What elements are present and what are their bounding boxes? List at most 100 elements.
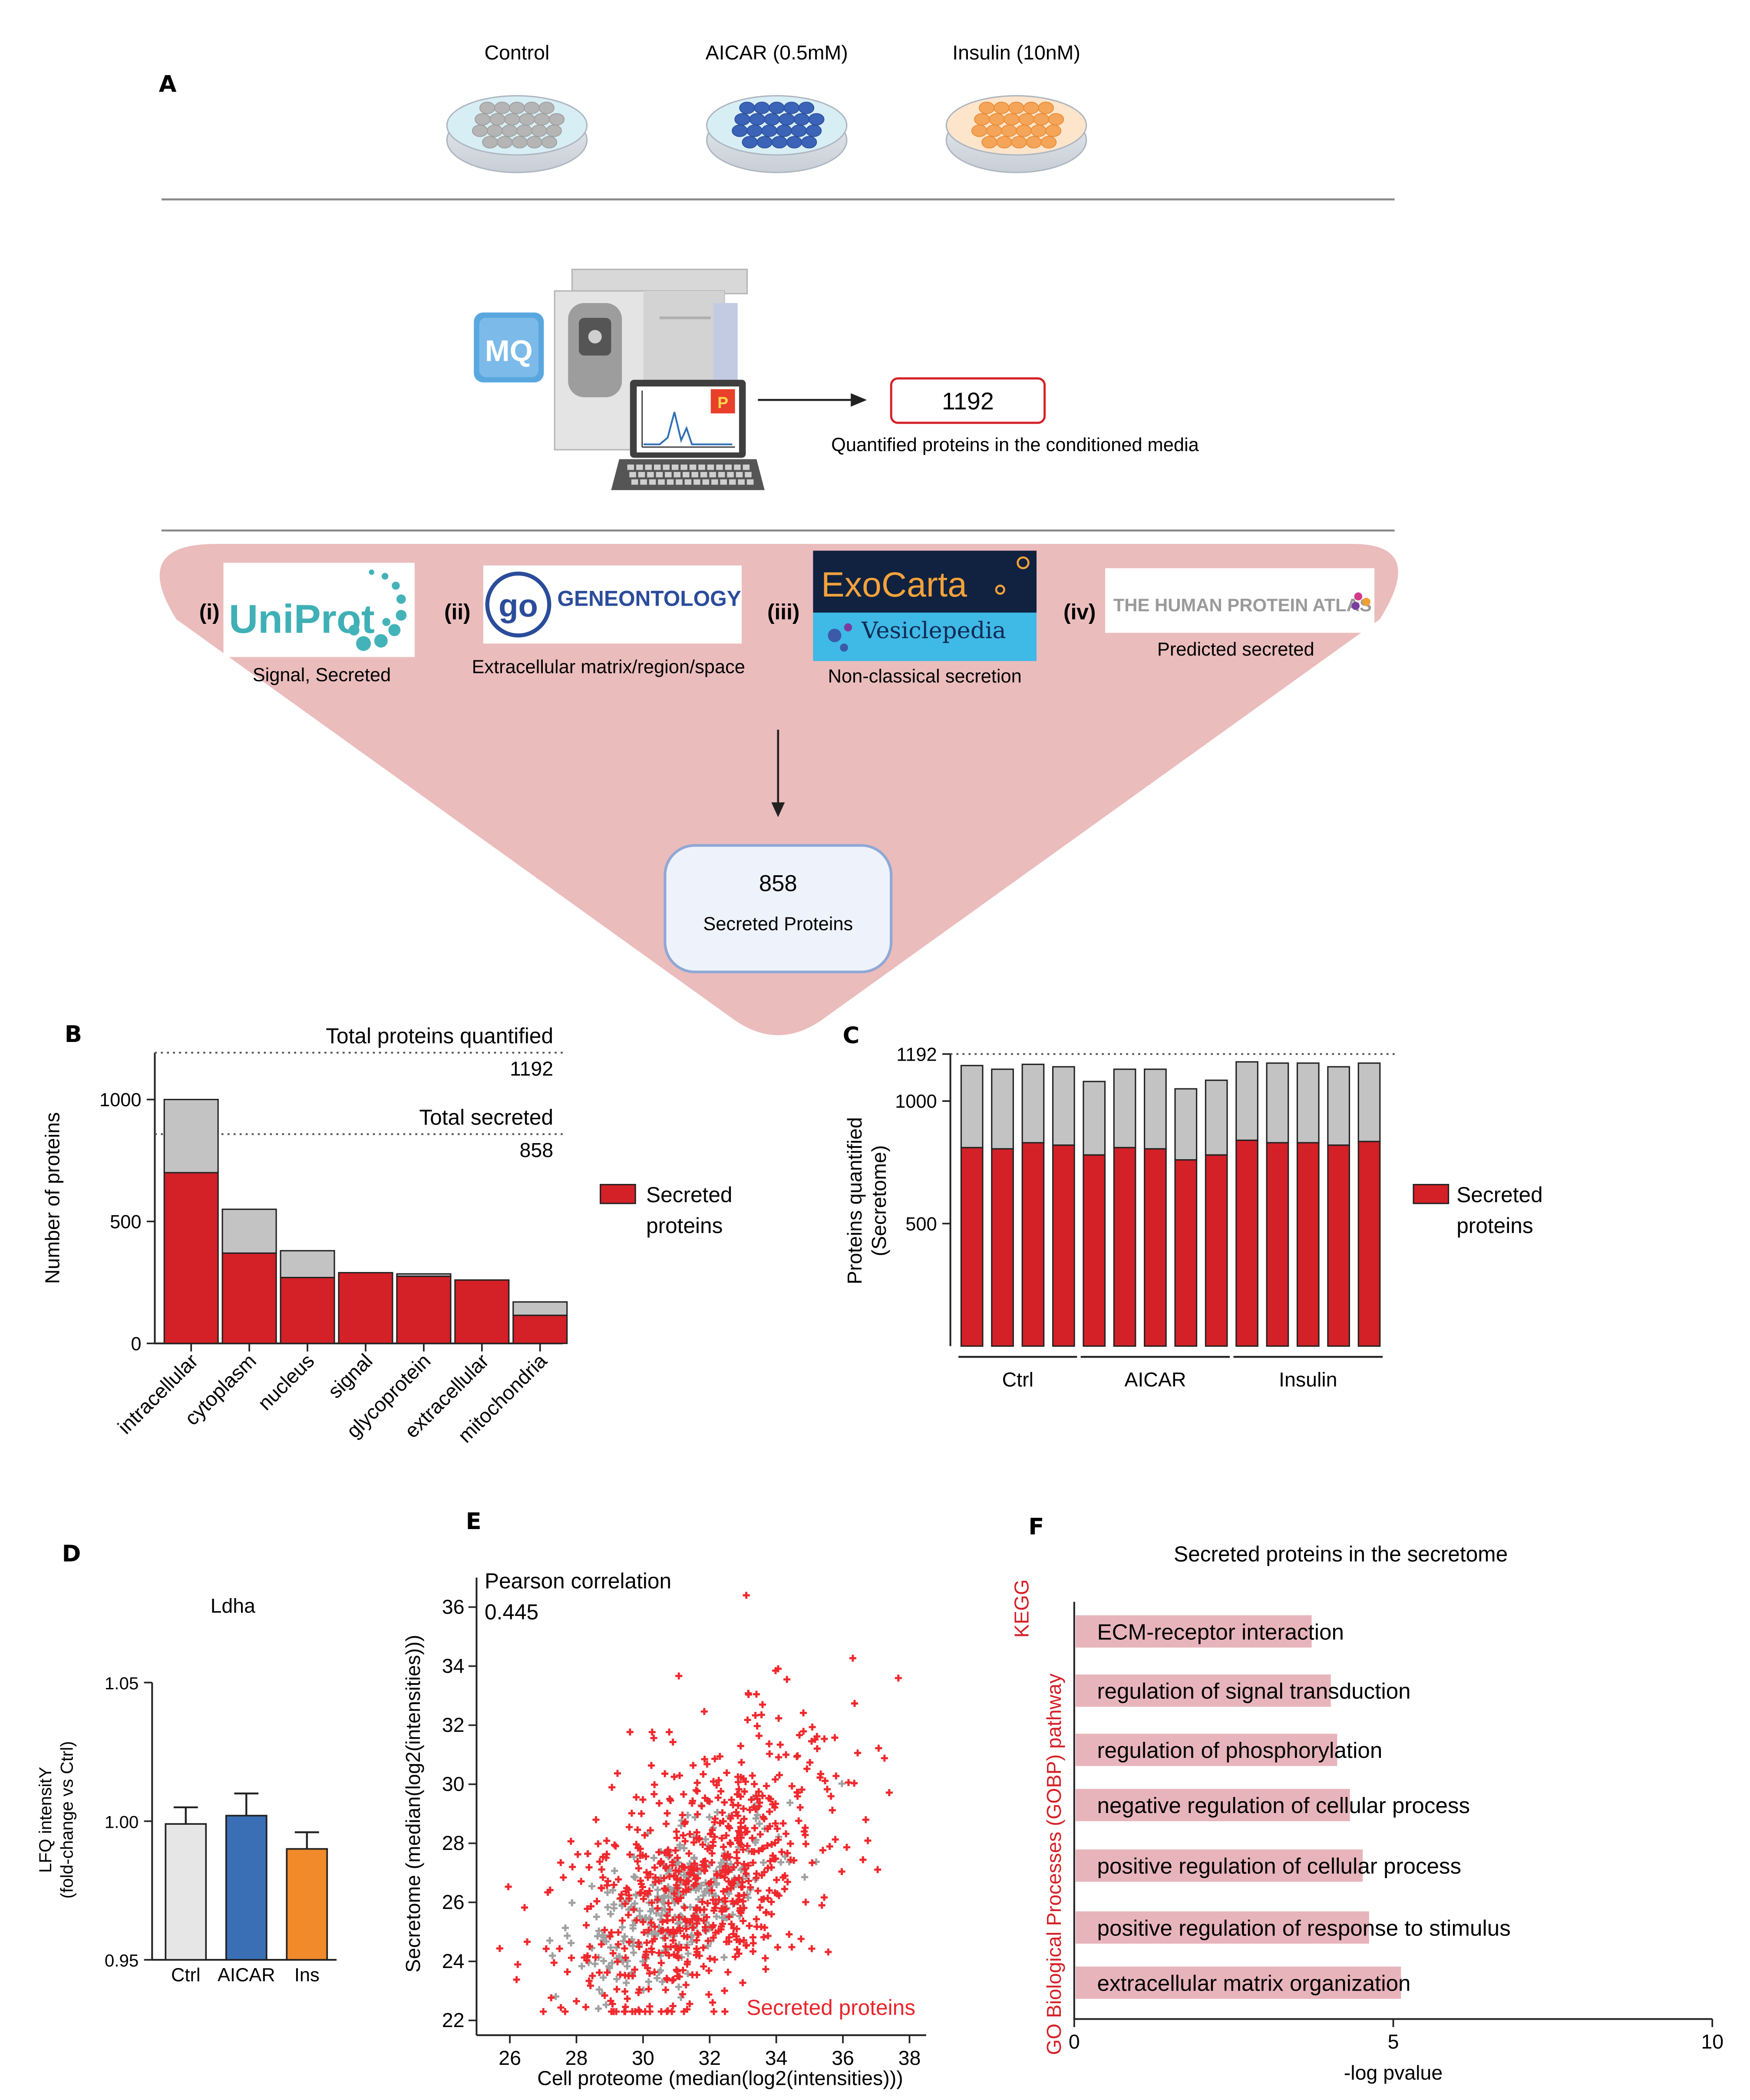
scatter-point-secreted (557, 1859, 565, 1866)
key (746, 479, 754, 485)
scatter-point-secreted (681, 1904, 688, 1912)
logo-dot (396, 610, 407, 621)
bar-secreted (1266, 1142, 1289, 1347)
db-caption-ii: Extracellular matrix/region/space (472, 657, 745, 678)
scatter-point-secreted (723, 1832, 730, 1839)
scatter-point-other (608, 1959, 616, 1967)
cell (974, 113, 990, 126)
scatter-point-secreted (680, 1932, 688, 1940)
scatter-point-secreted (743, 1592, 750, 1599)
scatter-point-secreted (709, 1826, 716, 1834)
scatter-point-other (630, 1853, 637, 1861)
key (729, 479, 736, 485)
scatter-point-other (754, 1811, 761, 1819)
scatter-point-secreted (693, 1905, 700, 1913)
scatter-point-secreted (806, 1759, 814, 1766)
scatter-point-secreted (707, 1878, 715, 1886)
scatter-point-secreted (670, 1773, 678, 1780)
scatter-point-secreted (711, 1833, 718, 1840)
scatter-point-other (720, 1954, 728, 1961)
scatter-point-secreted (673, 1966, 680, 1974)
scatter-point-other (633, 1892, 640, 1899)
scatter-point-secreted (641, 2008, 649, 2015)
scatter-point-other (610, 1905, 618, 1912)
scatter-point-other (636, 1907, 644, 1915)
y-axis-label: Number of proteins (41, 1112, 63, 1284)
scatter-point-secreted (621, 1900, 629, 1908)
scatter-point-secreted (672, 1847, 679, 1854)
logo-dot (369, 569, 374, 575)
scatter-point-secreted (611, 1841, 618, 1849)
scatter-point-secreted (683, 1944, 690, 1952)
scatter-point-secreted (797, 1935, 805, 1943)
scatter-point-secreted (645, 1985, 652, 1993)
scatter-point-secreted (648, 1948, 656, 1956)
scatter-point-other (594, 1932, 601, 1940)
scatter-point-secreted (859, 1856, 867, 1863)
scatter-point-secreted (673, 1896, 680, 1903)
scatter-point-other (613, 1975, 621, 1983)
scatter-point-secreted (662, 1863, 670, 1870)
scatter-point-secreted (592, 1816, 600, 1823)
cell (756, 136, 773, 148)
quantified-count-box (890, 377, 1046, 424)
keyboard (627, 465, 754, 485)
bar (225, 1815, 267, 1961)
scatter-point-secreted (730, 1925, 737, 1932)
cell (516, 124, 532, 137)
bar-secreted (280, 1277, 335, 1344)
key (667, 479, 674, 485)
scatter-point-secreted (639, 1883, 646, 1891)
scatter-point-secreted (621, 2008, 628, 2015)
x-tick-label: 34 (765, 2047, 788, 2069)
scatter-point-secreted (664, 1976, 671, 1984)
cell (808, 113, 825, 126)
scatter-point-secreted (664, 1917, 671, 1924)
db-index-i: (i) (199, 600, 220, 624)
group-label: Insulin (1279, 1368, 1337, 1391)
scatter-point-secreted (694, 1810, 701, 1818)
scatter-point-secreted (585, 1864, 593, 1871)
scatter-point-secreted (774, 1665, 782, 1672)
scatter-point-secreted (664, 1810, 671, 1817)
scatter-point-secreted (557, 2004, 565, 2011)
bar-secreted (991, 1148, 1014, 1347)
scatter-point-secreted (832, 1772, 840, 1780)
scatter-point-secreted (707, 1830, 714, 1837)
scatter-point-secreted (674, 1854, 681, 1862)
scatter-point-secreted (766, 1740, 773, 1747)
scatter-point-other (716, 1863, 723, 1871)
scatter-point-secreted (740, 1805, 747, 1813)
scatter-point-secreted (895, 1675, 902, 1682)
key (709, 472, 716, 478)
scatter-point-secreted (705, 1991, 713, 1998)
scatter-point-secreted (633, 1793, 640, 1801)
y-axis-label: Proteins quantified (Secretome) (843, 1117, 890, 1284)
key (674, 472, 681, 478)
x-axis-label: Cell proteome (median(log2(intensities))… (537, 2067, 903, 2089)
scatter-point-secreted (666, 1906, 674, 1913)
scatter-point-secreted (695, 1836, 703, 1843)
scatter-point-secreted (693, 1829, 700, 1836)
scatter-point-secreted (704, 1937, 712, 1945)
scatter-point-secreted (699, 1898, 706, 1905)
key (663, 465, 670, 470)
condition-label-aicar: AICAR (0.5mM) (706, 41, 848, 64)
scatter-point-secreted (628, 2008, 636, 2015)
scatter-point-other (549, 1952, 556, 1959)
scatter-point-secreted (514, 1961, 522, 1968)
cell (786, 136, 802, 148)
cell (793, 113, 810, 126)
scatter-point-secreted (751, 1780, 758, 1788)
scatter-point-secreted (648, 1728, 656, 1736)
scatter-point-secreted (740, 1815, 748, 1823)
cell (1030, 124, 1047, 137)
cell-cluster (732, 102, 825, 148)
scatter-point-secreted (693, 1951, 700, 1959)
scatter-point-secreted (779, 1820, 787, 1827)
scatter-point-other (713, 1879, 720, 1887)
cell (971, 124, 987, 137)
scatter-point-secreted (681, 1820, 688, 1827)
scatter-point-other (688, 1932, 695, 1939)
cell (776, 124, 792, 137)
